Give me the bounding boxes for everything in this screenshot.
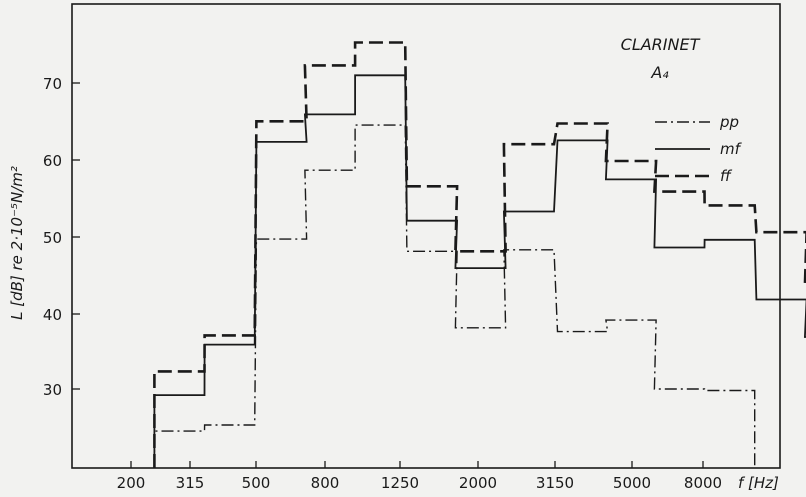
y-ticks: 30 40 50 60 70 (43, 75, 80, 399)
x-tick-label-315: 315 (176, 474, 205, 492)
y-tick-label-40: 40 (43, 306, 62, 324)
chart-subtitle: A₄ (650, 63, 669, 82)
y-tick-label-50: 50 (43, 229, 62, 247)
x-tick-label-3150: 3150 (536, 474, 574, 492)
series-line-mf (153, 74, 806, 468)
x-tick-label-5000: 5000 (613, 474, 651, 492)
series-line-ff (153, 41, 806, 468)
legend-label-mf: mf (720, 140, 743, 158)
legend: pp mf ff (655, 113, 743, 185)
chart-title: CLARINET (621, 35, 701, 54)
x-tick-label-800: 800 (311, 474, 340, 492)
legend-label-ff: ff (720, 167, 733, 185)
y-tick-label-70: 70 (43, 75, 62, 93)
x-axis-label: f [Hz] (738, 474, 779, 492)
x-tick-label-1250: 1250 (381, 474, 419, 492)
x-tick-label-500: 500 (242, 474, 271, 492)
x-tick-label-8000: 8000 (684, 474, 722, 492)
x-tick-label-2000: 2000 (459, 474, 497, 492)
x-tick-label-200: 200 (117, 474, 146, 492)
legend-label-pp: pp (719, 113, 739, 131)
plot-frame (71, 3, 781, 469)
y-tick-label-30: 30 (43, 381, 62, 399)
series-line-pp (153, 124, 756, 468)
y-tick-label-60: 60 (43, 152, 62, 170)
x-ticks: 200 315 500 800 1250 2000 3150 5000 8000 (117, 461, 722, 492)
y-axis-label: L [dB] re 2·10⁻⁵N/m² (8, 166, 26, 320)
series-layer (153, 41, 806, 468)
